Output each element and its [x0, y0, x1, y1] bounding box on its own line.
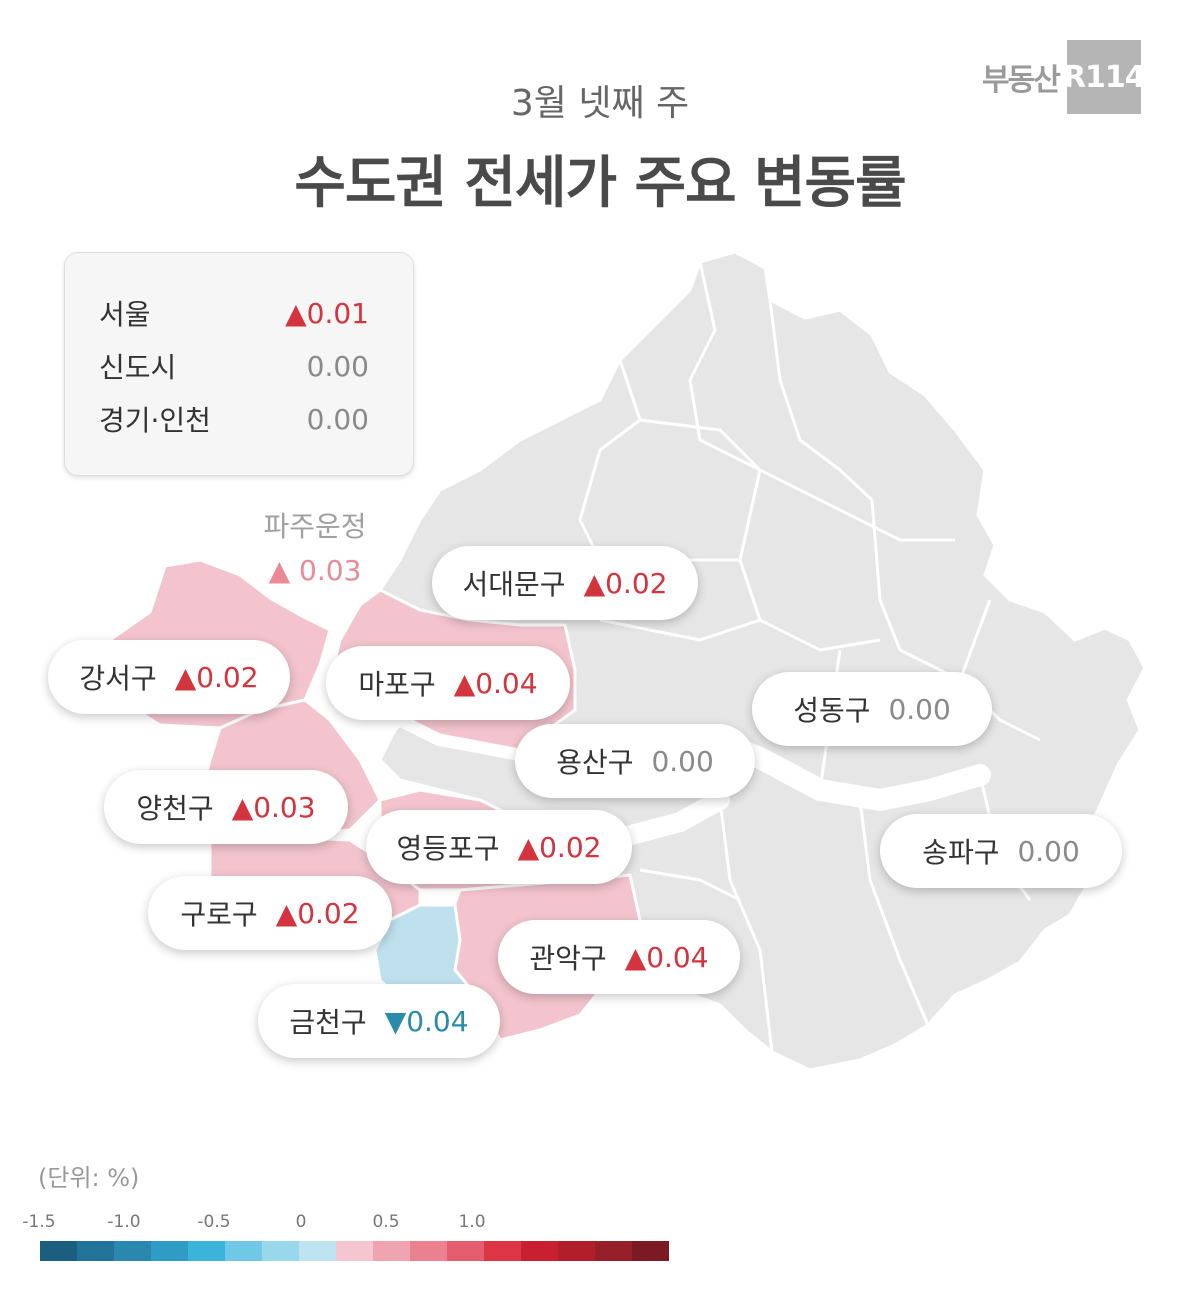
tag-name: 구로구 [180, 898, 258, 931]
tag-yeongdeungpo-gu: 영등포구 ▲0.02 [366, 810, 632, 884]
tag-name: 송파구 [922, 836, 1000, 869]
scale-swatch [558, 1241, 595, 1261]
tag-geumcheon-gu: 금천구 ▼0.04 [258, 984, 500, 1058]
scale-tick: -0.5 [197, 1212, 231, 1232]
page-title: 수도권 전세가 주요 변동률 [294, 151, 906, 216]
r114-logo: 부동산 R114 [982, 40, 1146, 114]
scale-swatch [114, 1241, 151, 1261]
tag-name: 서대문구 [462, 568, 566, 601]
tag-seongdong-gu: 성동구 0.00 [752, 672, 992, 746]
tag-seodaemun-gu: 서대문구 ▲0.02 [432, 546, 698, 620]
tag-name: 영등포구 [396, 832, 500, 865]
scale-swatch [188, 1241, 225, 1261]
summary-box: 서울 ▲0.01 신도시 0.00 경기·인천 0.00 [64, 252, 414, 476]
tag-value: ▲0.02 [174, 660, 259, 694]
logo-word: 부동산 [982, 63, 1061, 98]
scale-tick: -1.0 [107, 1212, 141, 1232]
tag-songpa-gu: 송파구 0.00 [880, 814, 1122, 888]
tag-guro-gu: 구로구 ▲0.02 [148, 876, 392, 950]
tag-value: ▼0.04 [384, 1004, 469, 1038]
tag-value: ▲0.04 [453, 666, 538, 700]
summary-value: 0.00 [306, 349, 369, 383]
scale-swatch [410, 1241, 447, 1261]
summary-row: 서울 ▲0.01 [99, 293, 369, 333]
scale-swatch [521, 1241, 558, 1261]
scale-swatch [447, 1241, 484, 1261]
scale-swatch [595, 1241, 632, 1261]
unit-label: (단위: %) [38, 1164, 140, 1192]
tag-name: 강서구 [79, 662, 157, 695]
tag-value: ▲0.02 [583, 566, 668, 600]
tag-value: 0.00 [651, 744, 714, 778]
scale-ticks: -1.5 -1.0 -0.5 0 0.5 1.0 [20, 1212, 580, 1236]
tag-name: 관악구 [529, 942, 607, 975]
scale-tick: -1.5 [22, 1212, 56, 1232]
tag-name: 성동구 [793, 694, 871, 727]
tag-gwanak-gu: 관악구 ▲0.04 [498, 920, 740, 994]
tag-mapo-gu: 마포구 ▲0.04 [326, 646, 570, 720]
tag-name: 양천구 [136, 792, 214, 825]
tag-yangcheon-gu: 양천구 ▲0.03 [104, 770, 348, 844]
tag-value: 0.00 [1017, 834, 1080, 868]
scale-swatch [77, 1241, 114, 1261]
tag-value: ▲0.02 [517, 830, 602, 864]
color-scale [40, 1241, 669, 1261]
paju-name: 파주운정 [263, 510, 367, 543]
tag-name: 금천구 [289, 1006, 367, 1039]
scale-tick: 1.0 [458, 1212, 486, 1232]
scale-tick: 0.5 [372, 1212, 400, 1232]
page-subtitle: 3월 넷째 주 [510, 83, 690, 124]
tag-value: ▲0.04 [624, 940, 709, 974]
summary-label: 신도시 [99, 351, 177, 384]
summary-label: 경기·인천 [99, 404, 211, 437]
logo-box: R114 [1063, 40, 1146, 114]
summary-value: 0.00 [306, 402, 369, 436]
scale-swatch [262, 1241, 299, 1261]
tag-name: 용산구 [556, 746, 634, 779]
tag-yongsan-gu: 용산구 0.00 [515, 724, 755, 798]
scale-tick: 0 [295, 1212, 307, 1232]
summary-value: ▲0.01 [285, 296, 369, 330]
tag-gangseo-gu: 강서구 ▲0.02 [48, 640, 290, 714]
summary-row: 경기·인천 0.00 [99, 399, 369, 439]
scale-swatch [484, 1241, 521, 1261]
summary-row: 신도시 0.00 [99, 346, 369, 386]
paju-value: ▲ 0.03 [268, 554, 362, 587]
paju-label: 파주운정 ▲ 0.03 [230, 505, 400, 593]
scale-swatch [632, 1241, 669, 1261]
summary-label: 서울 [99, 298, 151, 331]
tag-value: 0.00 [888, 692, 951, 726]
tag-value: ▲0.02 [275, 896, 360, 930]
scale-swatch [40, 1241, 77, 1261]
tag-value: ▲0.03 [231, 790, 316, 824]
scale-swatch [225, 1241, 262, 1261]
scale-swatch [336, 1241, 373, 1261]
tag-name: 마포구 [358, 668, 436, 701]
scale-swatch [151, 1241, 188, 1261]
scale-swatch [373, 1241, 410, 1261]
scale-swatch [299, 1241, 336, 1261]
